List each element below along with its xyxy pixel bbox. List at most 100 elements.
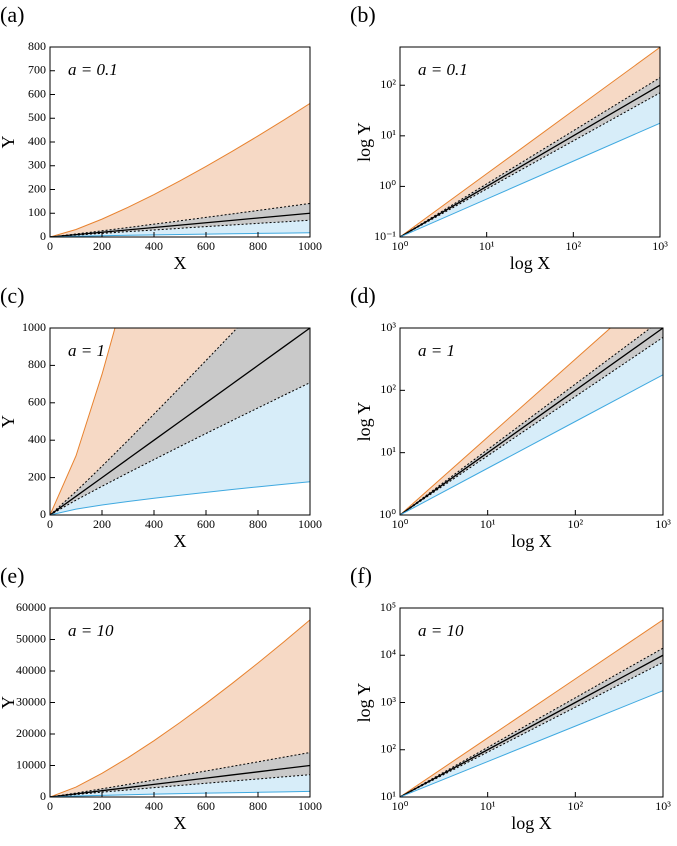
y-tick-label: 0 (40, 789, 46, 803)
y-axis-label: Y (0, 696, 18, 709)
x-tick-label: 10³ (652, 239, 668, 253)
y-tick-label: 10000 (16, 757, 46, 771)
x-tick-label: 10¹ (480, 799, 496, 813)
x-tick-label: 400 (145, 239, 163, 253)
y-tick-label: 10³ (380, 320, 396, 334)
plot-area (50, 619, 310, 797)
panel: 0 200 400 600 800 100001000020000300004000050… (0, 563, 322, 833)
y-tick-label: 800 (28, 357, 46, 371)
y-tick-label: 600 (28, 395, 46, 409)
y-tick-label: 30000 (16, 694, 46, 708)
y-tick-label: 10¹ (380, 128, 396, 142)
panel-label: (d) (350, 283, 376, 308)
band (50, 752, 310, 797)
x-tick-label: 800 (249, 239, 267, 253)
curve (50, 481, 310, 515)
curve (400, 336, 663, 515)
curve (400, 122, 660, 237)
curve (50, 790, 310, 797)
curve (50, 232, 310, 237)
y-tick-label: 10² (380, 742, 396, 756)
x-tick-label: 0 (47, 799, 53, 813)
x-axis-label: log X (511, 813, 552, 833)
curve (400, 619, 663, 797)
band (50, 619, 310, 797)
x-tick-label: 1000 (298, 517, 322, 531)
x-tick-label: 10⁰ (392, 799, 409, 813)
curve (50, 103, 310, 237)
x-tick-label: 800 (249, 517, 267, 531)
curve (50, 764, 310, 797)
x-tick-label: 600 (197, 239, 215, 253)
x-tick-label: 0 (47, 239, 53, 253)
curve (50, 328, 116, 515)
curve (400, 47, 660, 237)
band (400, 648, 663, 797)
x-tick-label: 10⁰ (392, 239, 409, 253)
y-tick-label: 200 (28, 181, 46, 195)
panel-label: (e) (0, 563, 24, 588)
y-tick-label: 300 (28, 158, 46, 172)
x-tick-label: 200 (93, 239, 111, 253)
y-axis-label: Y (0, 415, 18, 428)
y-axis-label: log Y (354, 402, 374, 442)
y-tick-label: 700 (28, 63, 46, 77)
plot-area (50, 328, 310, 515)
y-tick-label: 10⁴ (380, 647, 396, 661)
panel-label: (f) (350, 563, 372, 588)
x-tick-label: 10¹ (479, 239, 495, 253)
band (400, 328, 651, 515)
y-tick-label: 10² (380, 77, 396, 91)
panel-label: (b) (350, 2, 376, 27)
x-tick-label: 10³ (655, 517, 671, 531)
plot-area (400, 47, 660, 237)
band (50, 103, 310, 237)
y-tick-label: 0 (40, 229, 46, 243)
panel: 0 200 400 600 800 1000 0 100 200 300 400 500 600 700 8… (0, 2, 322, 273)
x-tick-label: 200 (93, 799, 111, 813)
y-tick-label: 200 (28, 469, 46, 483)
y-tick-label: 20000 (16, 726, 46, 740)
y-tick-label: 100 (28, 205, 46, 219)
axes-frame (399, 46, 661, 238)
curve (400, 328, 612, 515)
curve (400, 92, 660, 237)
x-tick-label: 1000 (298, 239, 322, 253)
y-tick-label: 1000 (22, 320, 46, 334)
panel: 10⁰ 10¹ 10² 10³ 10⁰ 10¹ 10² 10³ log X log Y (d) a =… (350, 283, 671, 551)
curve (400, 654, 663, 797)
y-tick-label: 10⁰ (379, 178, 396, 192)
y-tick-label: 10³ (380, 694, 396, 708)
band (50, 203, 310, 237)
curve (50, 328, 310, 515)
x-tick-label: 0 (47, 517, 53, 531)
plot-area (50, 103, 310, 237)
y-tick-label: 400 (28, 134, 46, 148)
x-tick-label: 800 (249, 799, 267, 813)
curve (400, 84, 660, 237)
x-axis-label: X (174, 531, 187, 551)
x-tick-label: 10³ (655, 799, 671, 813)
band (50, 382, 310, 515)
y-tick-label: 0 (40, 507, 46, 521)
y-axis-label: Y (0, 136, 18, 149)
axes-frame (399, 327, 664, 516)
curve (50, 382, 310, 515)
band (50, 328, 238, 515)
y-tick-label: 60000 (16, 600, 46, 614)
curve (50, 212, 310, 237)
annotation: a = 0.1 (418, 60, 468, 79)
curve (50, 619, 310, 797)
curve (50, 774, 310, 797)
x-tick-label: 10⁰ (392, 517, 409, 531)
axes-frame (49, 327, 311, 516)
y-tick-label: 400 (28, 432, 46, 446)
curve (400, 374, 663, 515)
curve (50, 219, 310, 237)
x-tick-label: 400 (145, 517, 163, 531)
annotation: a = 10 (418, 621, 464, 640)
panel: 0 200 400 600 800 1000 0 200 400 600 800 1000 X Y (c) a… (0, 283, 322, 551)
x-tick-label: 10² (566, 239, 582, 253)
